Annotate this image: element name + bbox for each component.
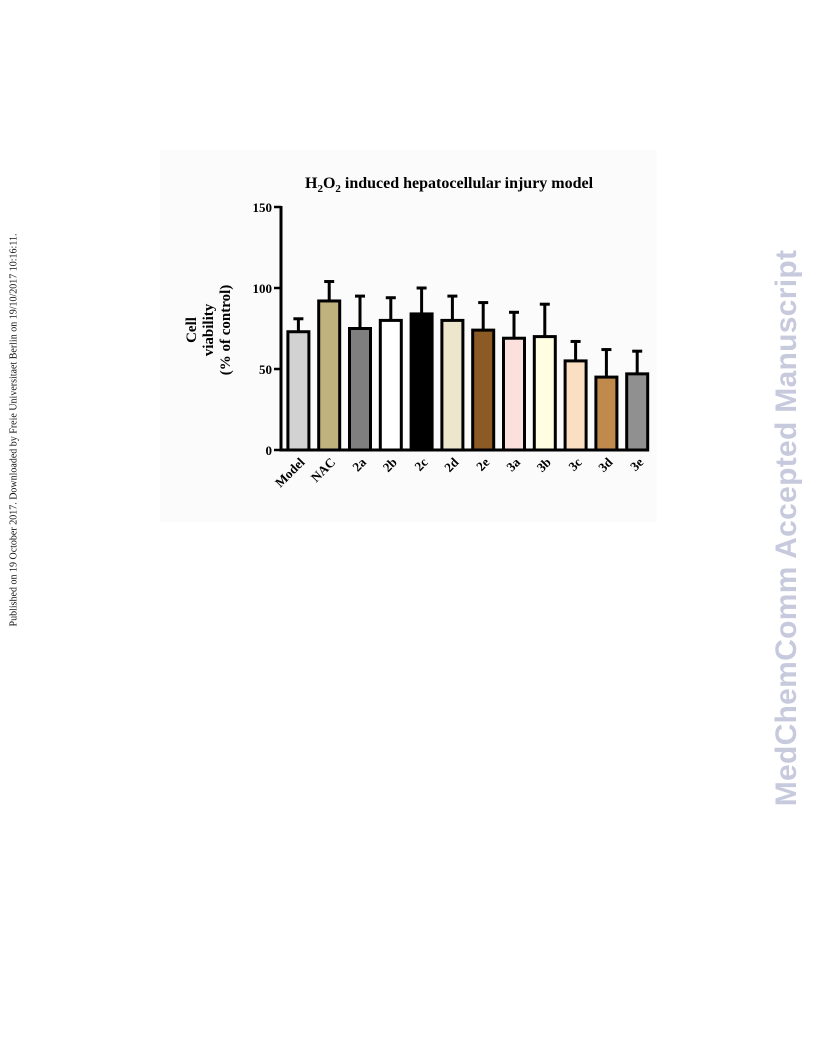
bar-3a <box>502 336 526 452</box>
bar-2b <box>378 318 403 452</box>
y-axis-label: Cell viability (% of control) <box>184 285 234 376</box>
title-subscript: 2 <box>317 183 323 195</box>
y-axis-label-line: (% of control) <box>218 285 234 376</box>
bar-3c <box>563 359 588 452</box>
y-axis-label-line: viability <box>201 303 217 356</box>
title-part: induced hepatocellular injury model <box>341 175 594 192</box>
bar-2a <box>348 327 372 452</box>
chart-title: H2O2 induced hepatocellular injury model <box>305 175 594 195</box>
bar-nac <box>317 299 342 452</box>
bar-3d <box>594 375 619 452</box>
x-tick-label: 2a <box>349 454 369 474</box>
y-tick-label: 50 <box>259 362 272 377</box>
y-axis-label-line: Cell <box>184 317 200 343</box>
title-subscript: 2 <box>335 183 341 195</box>
title-part: O <box>323 175 335 192</box>
x-tick-label: 3b <box>534 455 554 475</box>
figure-panel <box>160 150 657 522</box>
x-tick-label: 2c <box>411 454 430 473</box>
x-tick-label: 3e <box>627 454 646 473</box>
x-tick-label: 3d <box>595 454 616 475</box>
bar-3b <box>532 335 557 452</box>
y-tick-label: 0 <box>266 443 273 458</box>
bar-2c <box>409 312 434 452</box>
x-tick-label: 2e <box>473 454 492 473</box>
bar-model <box>286 330 311 452</box>
bar-2d <box>440 318 465 452</box>
x-tick-label: 3c <box>565 454 584 473</box>
bar-3e <box>625 372 650 452</box>
x-tick-label: 2b <box>380 455 400 475</box>
title-part: H <box>305 175 318 192</box>
y-tick-label: 150 <box>253 200 273 215</box>
x-tick-label: Model <box>272 454 308 490</box>
plot-area: Model NAC 2a 2b 2c 2d 2e 3a 3b 3c 3d 3e 0 50 100 150 <box>253 200 650 490</box>
x-tick-label: 2d <box>441 454 462 475</box>
x-tick-label: NAC <box>308 455 339 486</box>
x-tick-label: 3a <box>503 454 523 474</box>
y-tick-label: 100 <box>253 281 273 296</box>
bar-2e <box>471 328 496 452</box>
